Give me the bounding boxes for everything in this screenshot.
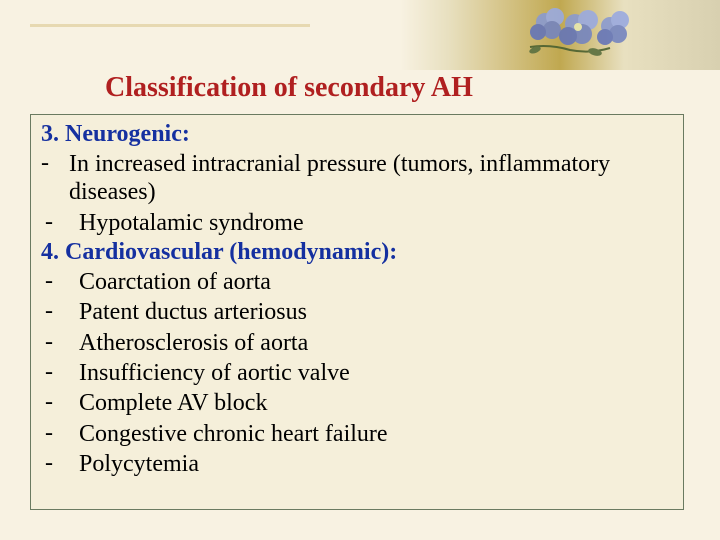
list-item: - Atherosclerosis of aorta <box>41 329 673 357</box>
bullet-dash: - <box>41 450 79 478</box>
section-head-neurogenic: 3. Neurogenic: <box>41 121 673 148</box>
section-head-cardiovascular: 4. Cardiovascular (hemodynamic): <box>41 239 673 266</box>
item-text: Hypotalamic syndrome <box>79 209 673 237</box>
list-item: - Polycytemia <box>41 450 673 478</box>
item-text: Coarctation of aorta <box>79 268 673 296</box>
item-text: In increased intracranial pressure (tumo… <box>69 150 673 207</box>
list-item: - Insufficiency of aortic valve <box>41 359 673 387</box>
list-item: - Hypotalamic syndrome <box>41 209 673 237</box>
bullet-dash: - <box>41 150 69 207</box>
bullet-dash: - <box>41 268 79 296</box>
bullet-dash: - <box>41 420 79 448</box>
slide-decoration-band <box>400 0 720 70</box>
list-item: - In increased intracranial pressure (tu… <box>41 150 673 207</box>
bullet-dash: - <box>41 209 79 237</box>
slide-title: Classification of secondary AH <box>105 72 473 104</box>
item-text: Complete AV block <box>79 389 673 417</box>
list-item: - Congestive chronic heart failure <box>41 420 673 448</box>
item-text: Atherosclerosis of aorta <box>79 329 673 357</box>
list-item: - Patent ductus arteriosus <box>41 298 673 326</box>
accent-line <box>30 24 310 27</box>
bullet-dash: - <box>41 389 79 417</box>
item-text: Insufficiency of aortic valve <box>79 359 673 387</box>
item-text: Congestive chronic heart failure <box>79 420 673 448</box>
bullet-dash: - <box>41 298 79 326</box>
bullet-dash: - <box>41 329 79 357</box>
flower-decoration <box>520 2 660 67</box>
list-item: - Complete AV block <box>41 389 673 417</box>
item-text: Polycytemia <box>79 450 673 478</box>
content-box: 3. Neurogenic: - In increased intracrani… <box>30 114 684 510</box>
bullet-dash: - <box>41 359 79 387</box>
list-item: - Coarctation of aorta <box>41 268 673 296</box>
item-text: Patent ductus arteriosus <box>79 298 673 326</box>
